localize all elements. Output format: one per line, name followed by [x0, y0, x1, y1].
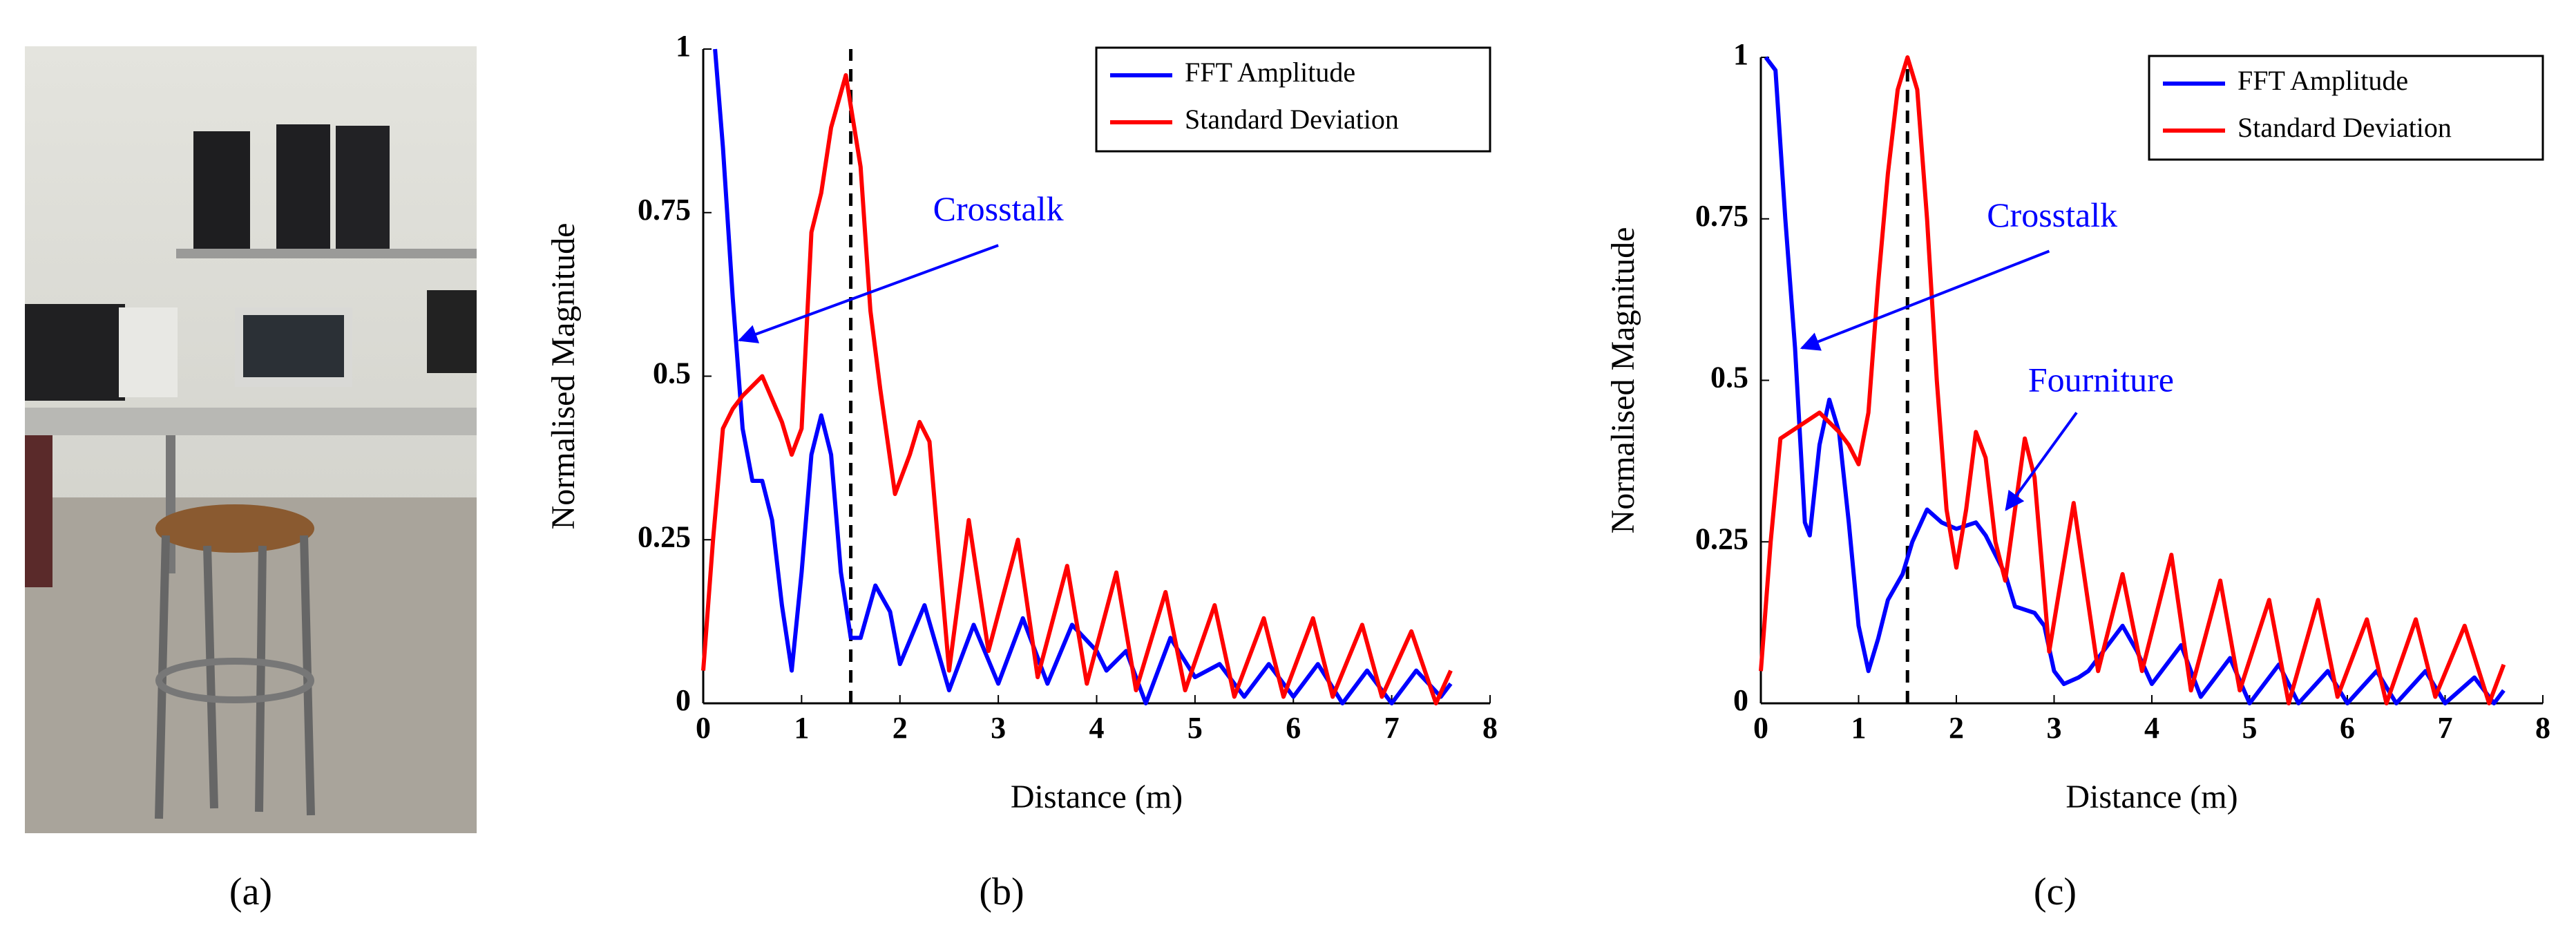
x-tick-label: 6: [1286, 711, 1301, 745]
x-tick-label: 0: [1753, 711, 1768, 745]
data-line: [1764, 56, 2506, 705]
x-tick-label: 0: [696, 711, 711, 745]
y-tick-label: 0.25: [638, 520, 691, 553]
data-line: [713, 48, 1453, 705]
legend-label: Standard Deviation: [1185, 104, 1399, 135]
annotation: Fourniture: [2028, 361, 2174, 399]
data-line: [1759, 55, 2506, 705]
x-tick-label: 5: [2242, 711, 2258, 745]
x-axis-label: Distance (m): [1011, 779, 1183, 815]
x-tick-label: 6: [2340, 711, 2355, 745]
y-axis-label: Normalised Magnitude: [545, 223, 582, 530]
legend-box: [2148, 55, 2544, 161]
photo: [25, 46, 477, 833]
y-tick-label: 0.75: [1695, 199, 1748, 233]
panel-label: (c): [2034, 871, 2077, 913]
y-tick-label: 0.25: [1695, 522, 1748, 555]
x-tick-label: 1: [1851, 711, 1867, 745]
annotation: Crosstalk: [1987, 196, 2117, 234]
annotation-arrow: [1800, 249, 2050, 351]
x-tick-label: 3: [2047, 711, 2062, 745]
annotation-arrow: [738, 244, 999, 343]
x-tick-label: 8: [2535, 711, 2550, 745]
legend-box: [1095, 46, 1491, 153]
x-tick-label: 1: [794, 711, 809, 745]
panel-label: (b): [979, 871, 1024, 913]
y-tick-label: 0.5: [1710, 361, 1748, 394]
legend-label: FFT Amplitude: [2238, 65, 2408, 96]
annotation-arrow: [2005, 412, 2078, 511]
x-tick-label: 7: [1384, 711, 1400, 745]
y-tick-label: 0.75: [638, 193, 691, 227]
y-axis-label: Normalised Magnitude: [1605, 227, 1641, 534]
x-tick-label: 2: [1949, 711, 1964, 745]
x-tick-label: 5: [1187, 711, 1203, 745]
x-tick-label: 2: [893, 711, 908, 745]
y-tick-label: 0: [676, 683, 691, 717]
legend-label: FFT Amplitude: [1185, 57, 1355, 88]
panel-label: (a): [229, 871, 272, 913]
y-tick-label: 0: [1733, 683, 1748, 717]
x-tick-label: 8: [1482, 711, 1498, 745]
data-line: [701, 73, 1453, 705]
x-axis-label: Distance (m): [2065, 779, 2238, 815]
y-tick-label: 1: [1733, 37, 1748, 71]
y-tick-label: 0.5: [653, 356, 691, 390]
annotation: Crosstalk: [933, 189, 1064, 228]
x-tick-label: 4: [1089, 711, 1105, 745]
y-tick-label: 1: [676, 29, 691, 63]
x-tick-label: 3: [991, 711, 1006, 745]
x-tick-label: 4: [2144, 711, 2159, 745]
x-tick-label: 7: [2438, 711, 2453, 745]
legend-label: Standard Deviation: [2238, 112, 2452, 143]
